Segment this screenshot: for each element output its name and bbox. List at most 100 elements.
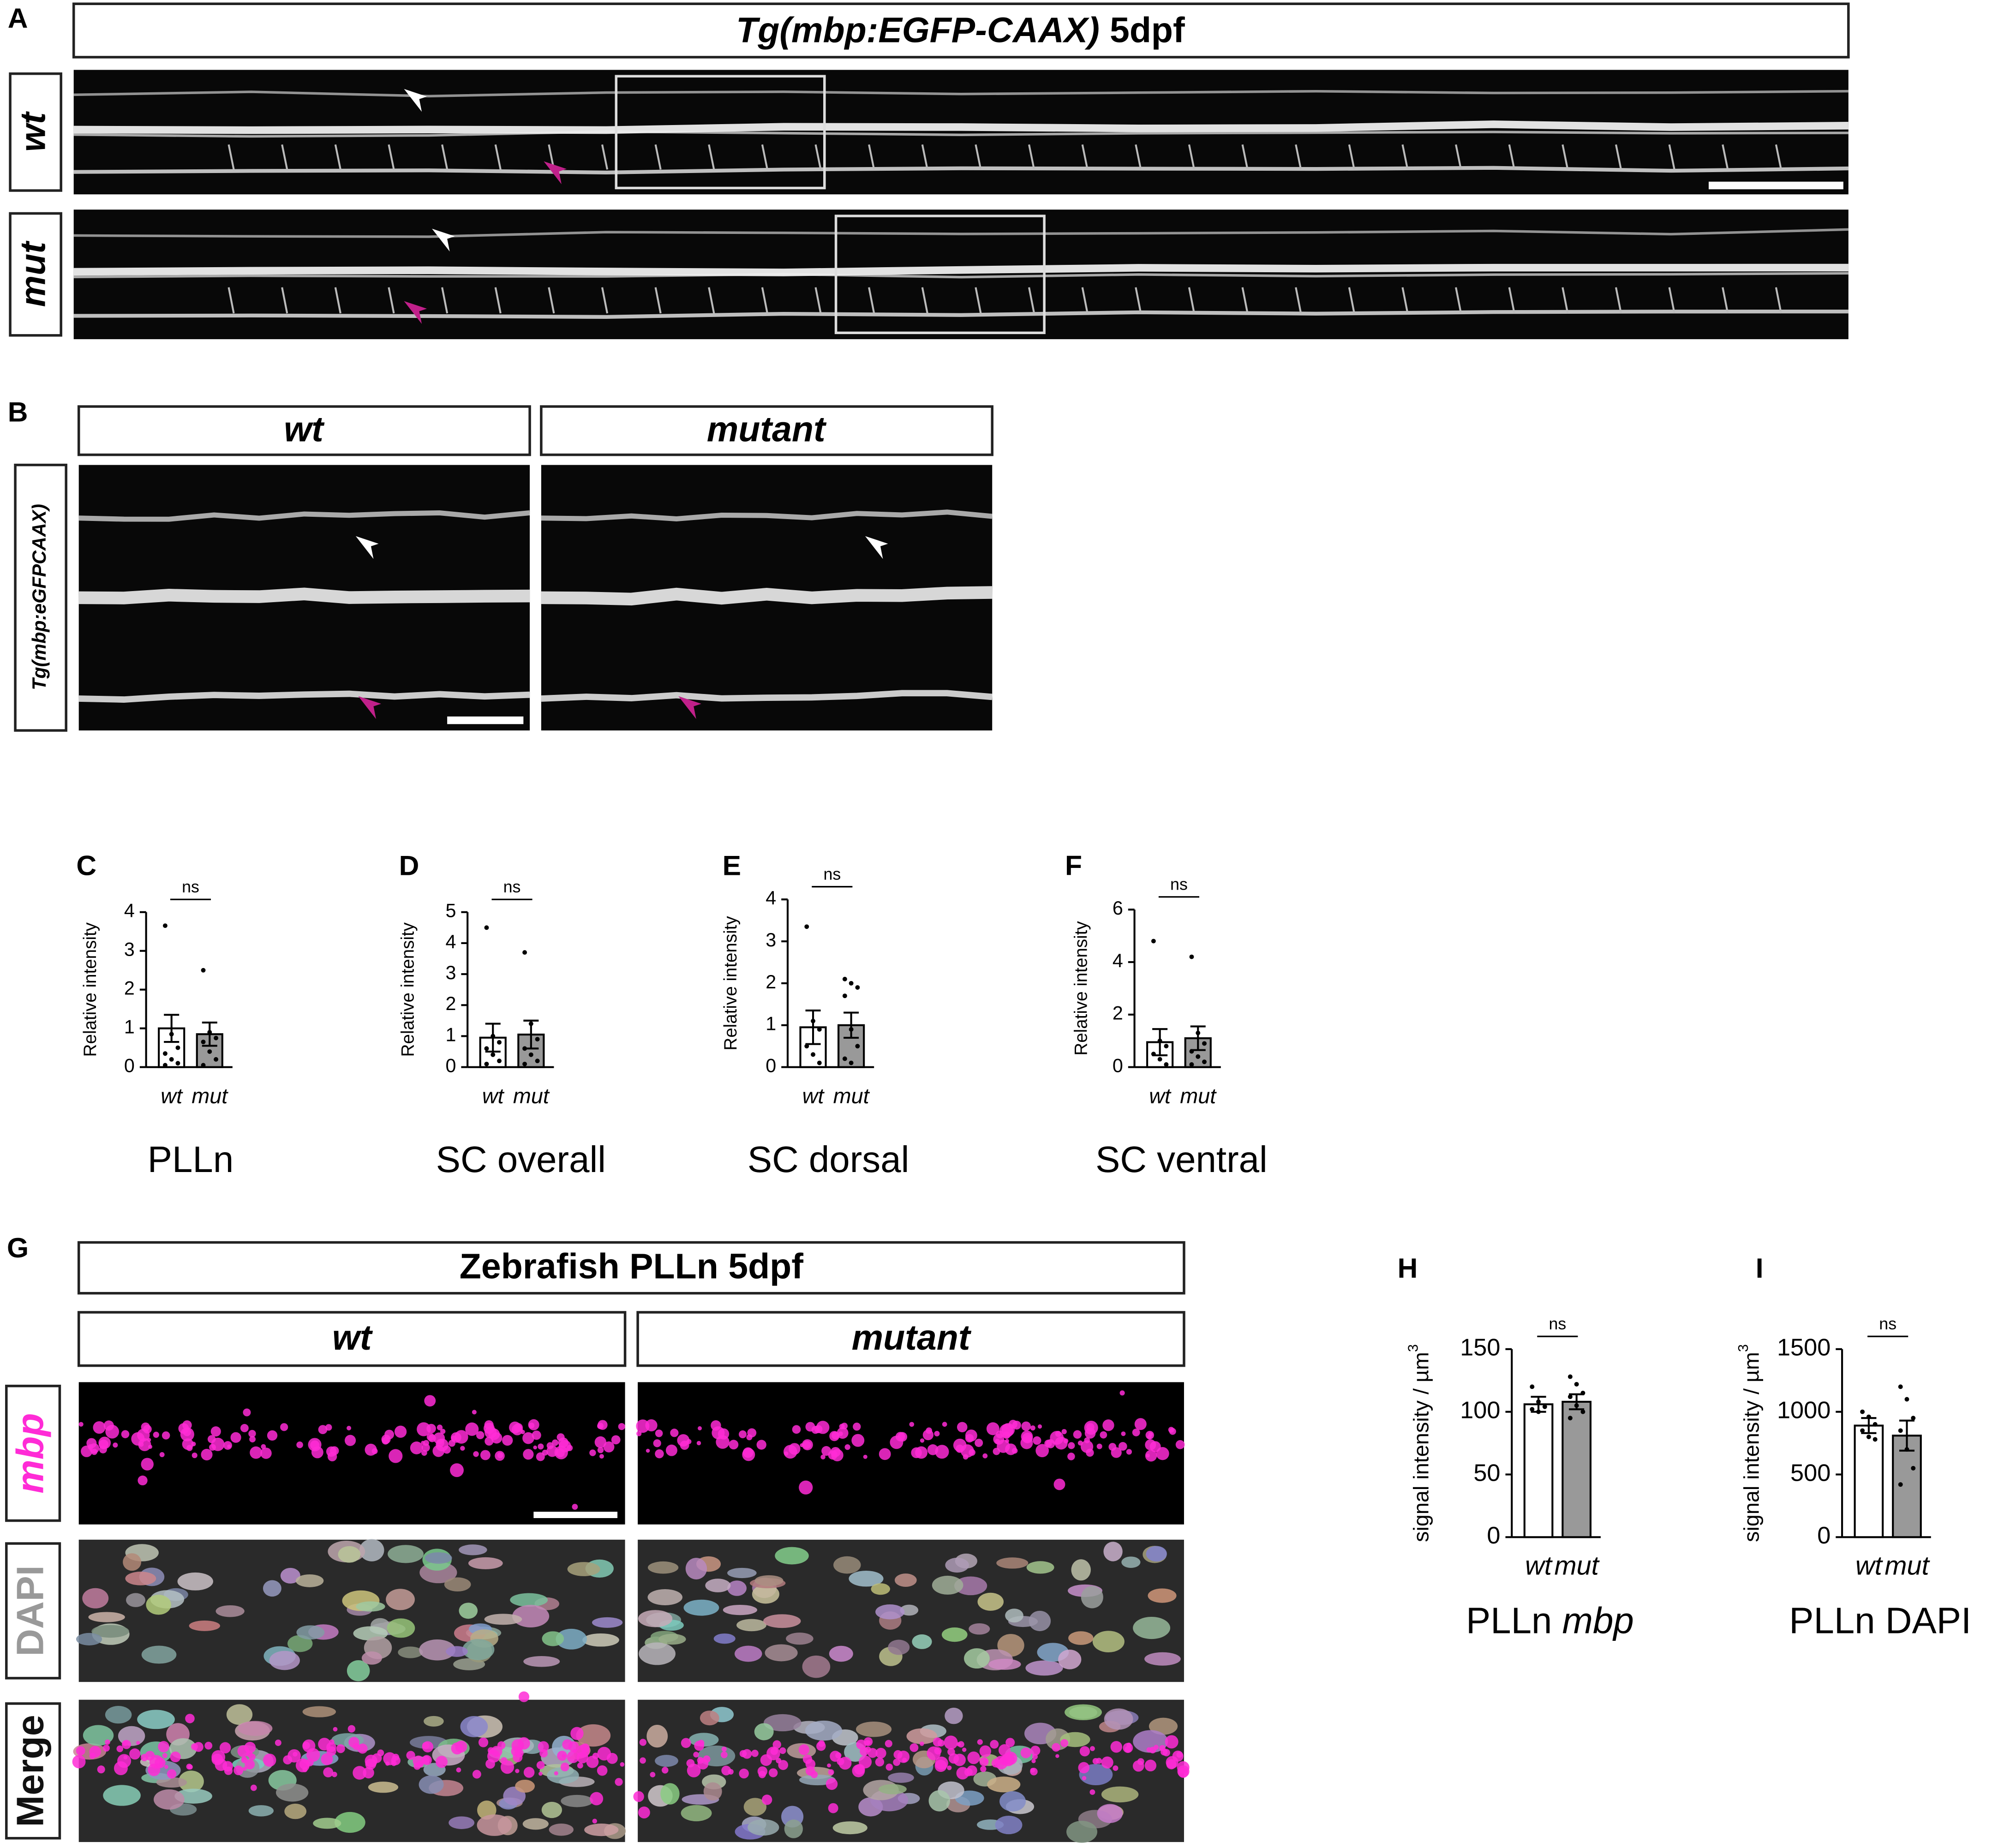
- mbp-signal: [332, 1771, 337, 1777]
- y-label-text: Relative intensity: [1071, 921, 1091, 1056]
- mbp-signal: [890, 1435, 903, 1449]
- mbp-signal: [742, 1448, 755, 1461]
- mbp-signal: [243, 1766, 247, 1771]
- mbp-signal: [138, 1438, 151, 1451]
- mbp-signal: [911, 1447, 922, 1459]
- nerve-fiber: [78, 587, 530, 604]
- mbp-signal: [1113, 1765, 1119, 1771]
- column-header: mutant: [852, 1318, 972, 1358]
- nucleus: [356, 1601, 385, 1612]
- mbp-signal: [517, 1737, 530, 1750]
- significance-label: ns: [823, 865, 841, 883]
- mbp-signal: [999, 1423, 1014, 1438]
- nucleus: [424, 1716, 444, 1727]
- nucleus: [105, 1706, 132, 1724]
- mbp-signal: [72, 1755, 86, 1769]
- mbp-signal: [162, 1431, 170, 1440]
- panel-letter: A: [8, 2, 28, 34]
- mbp-signal: [1119, 1390, 1125, 1396]
- mbp-signal: [437, 1424, 443, 1430]
- data-point: [1536, 1409, 1541, 1414]
- mbp-signal: [323, 1767, 334, 1777]
- mbp-signal: [299, 1759, 310, 1770]
- mbp-signal: [122, 1740, 128, 1746]
- mbp-signal: [805, 1766, 815, 1776]
- vessel: [921, 144, 928, 170]
- mbp-signal: [570, 1727, 584, 1740]
- significance-label: ns: [1170, 875, 1188, 893]
- data-point: [491, 1034, 496, 1039]
- mbp-signal: [875, 1747, 886, 1759]
- mbp-signal: [947, 1765, 952, 1770]
- mbp-signal: [829, 1431, 840, 1441]
- mbp-signal: [922, 1429, 934, 1441]
- mbp-signal: [384, 1429, 395, 1440]
- chart-title: SC dorsal: [748, 1139, 909, 1180]
- vessel: [761, 287, 768, 314]
- header-box: [72, 2, 1850, 59]
- mbp-signal: [1084, 1421, 1098, 1435]
- bar: [1523, 1403, 1554, 1538]
- mbp-signal: [897, 1751, 910, 1763]
- mbp-signal: [417, 1760, 424, 1768]
- vessel: [814, 287, 822, 314]
- mbp-signal: [1175, 1440, 1185, 1449]
- x-tick-label: wt: [482, 1084, 505, 1108]
- mbp-signal: [751, 1750, 759, 1757]
- mbp-signal: [287, 1749, 301, 1763]
- vessel: [334, 287, 341, 314]
- mbp-signal: [742, 1749, 752, 1759]
- vessel: [1135, 144, 1142, 170]
- data-point: [855, 985, 860, 990]
- mbp-signal: [944, 1735, 958, 1750]
- mbp-signal: [1082, 1776, 1087, 1781]
- nucleus: [1071, 1559, 1091, 1581]
- mbp-signal: [227, 1444, 231, 1448]
- mbp-signal: [1090, 1746, 1095, 1751]
- mbp-signal: [828, 1803, 838, 1813]
- mbp-signal: [577, 1762, 583, 1769]
- mbp-signal: [123, 1755, 128, 1760]
- y-label-sup: 3: [1736, 1344, 1751, 1352]
- nucleus: [296, 1625, 325, 1640]
- mbp-signal: [983, 1758, 988, 1764]
- nucleus: [512, 1605, 550, 1628]
- mbp-signal: [909, 1743, 919, 1752]
- mbp-signal: [153, 1431, 159, 1438]
- mbp-signal: [511, 1424, 523, 1435]
- mbp-signal: [240, 1424, 249, 1432]
- significance-label: ns: [182, 878, 199, 896]
- y-axis-label: Relative intensity: [80, 922, 100, 1057]
- nucleus: [763, 1714, 802, 1732]
- mbp-signal: [598, 1424, 602, 1429]
- nucleus: [1146, 1546, 1167, 1562]
- mbp-signal: [1011, 1447, 1018, 1454]
- nucleus: [141, 1645, 177, 1664]
- mbp-signal: [1102, 1419, 1114, 1431]
- y-tick-label: 4: [445, 931, 456, 952]
- data-point: [1151, 939, 1156, 944]
- y-tick-label: 2: [1113, 1003, 1123, 1024]
- mbp-signal: [703, 1755, 711, 1763]
- nucleus: [284, 1803, 307, 1819]
- mbp-signal: [394, 1425, 407, 1438]
- mbp-signal: [965, 1434, 974, 1443]
- arrowhead: [404, 301, 427, 324]
- row-label: wt: [13, 111, 53, 152]
- x-tick-label: mut: [513, 1084, 550, 1108]
- nucleus: [1103, 1542, 1123, 1561]
- mbp-signal: [597, 1746, 611, 1761]
- nucleus: [215, 1605, 245, 1617]
- nucleus: [683, 1599, 719, 1616]
- mbp-signal: [267, 1430, 278, 1441]
- nucleus: [912, 1634, 932, 1649]
- vessel: [388, 144, 395, 170]
- y-tick-label: 0: [1113, 1055, 1123, 1077]
- nucleus: [368, 1782, 399, 1793]
- mbp-signal: [357, 1743, 368, 1754]
- mbp-signal: [721, 1746, 727, 1752]
- nucleus: [713, 1633, 736, 1644]
- nucleus: [1104, 1708, 1133, 1730]
- data-point: [1189, 1062, 1194, 1067]
- vessel: [334, 144, 341, 170]
